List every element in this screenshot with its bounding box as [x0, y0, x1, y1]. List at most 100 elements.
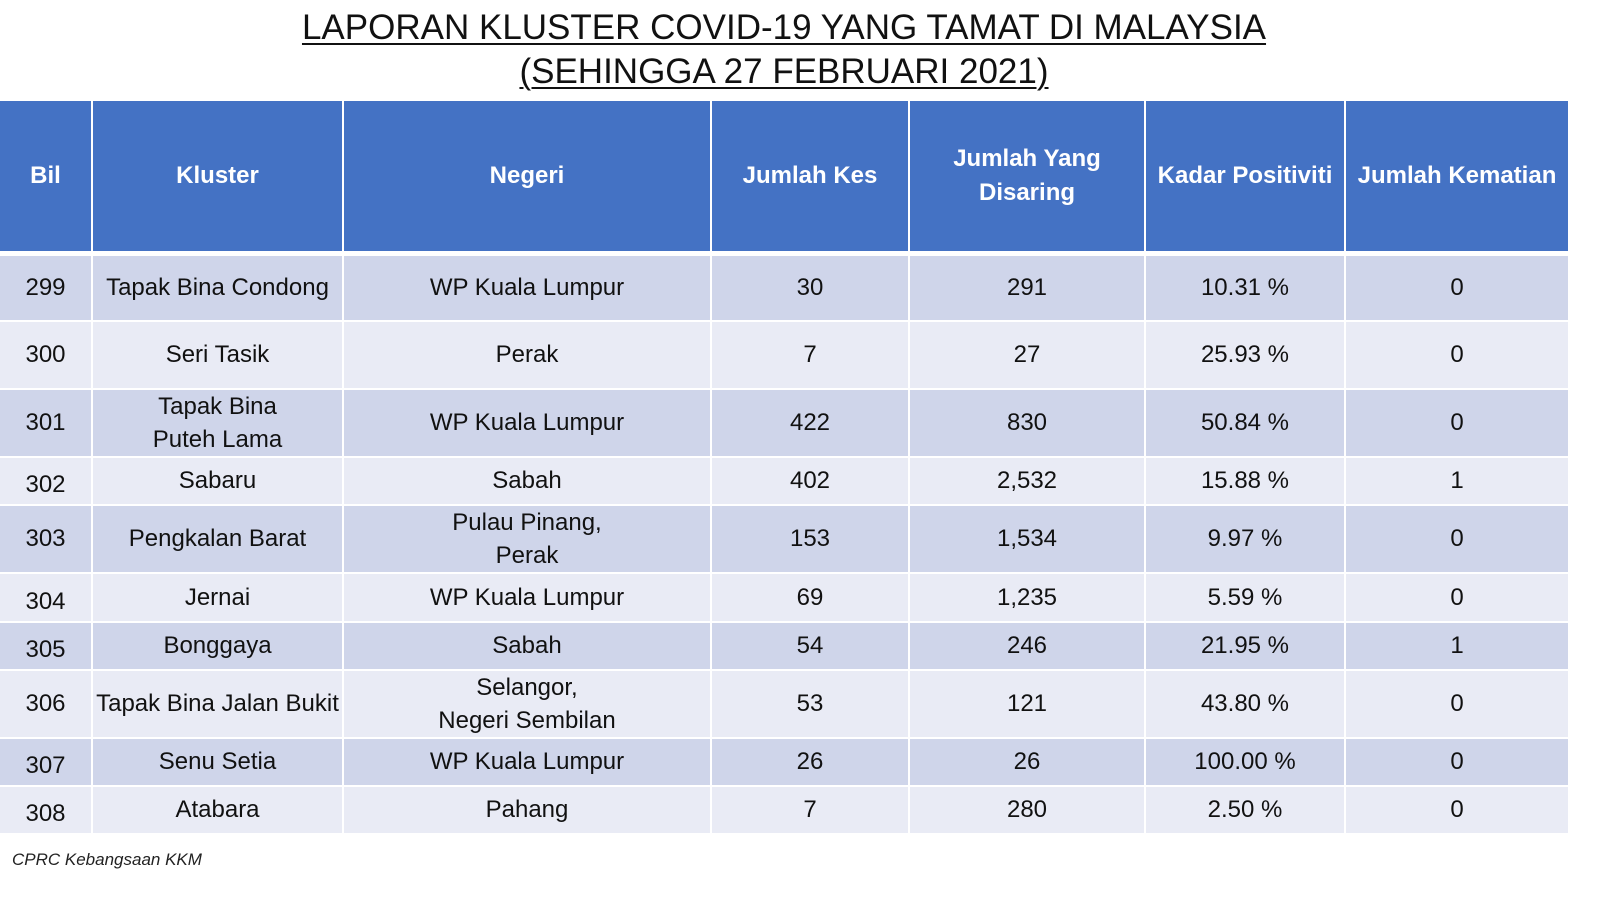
cell-disaring: 291 — [909, 253, 1146, 322]
cell-kes: 69 — [711, 572, 910, 623]
cell-negeri-line2: Perak — [495, 541, 559, 569]
cell-kluster-line1: Seri Tasik — [165, 341, 270, 368]
cell-kes: 7 — [711, 320, 910, 390]
cell-negeri-line1: Sabah — [492, 632, 562, 659]
table-row: 305 Bonggaya Sabah 54 246 21.95 % 1 — [0, 621, 1568, 671]
source-footer: CPRC Kebangsaan KKM — [12, 850, 202, 869]
cell-kluster: Tapak Bina Jalan Bukit — [92, 669, 344, 739]
cell-kematian: 0 — [1345, 572, 1568, 623]
cell-positiviti: 50.84 % — [1145, 388, 1346, 458]
cell-negeri: Sabah — [343, 621, 712, 671]
cell-kluster-line1: Atabara — [175, 796, 260, 823]
cell-kematian: 1 — [1345, 621, 1568, 671]
cell-bil: 305 — [0, 621, 93, 671]
cell-kluster: Tapak Bina Condong — [92, 253, 344, 322]
cell-kematian: 0 — [1345, 785, 1568, 835]
cell-positiviti: 25.93 % — [1145, 320, 1346, 390]
cell-positiviti: 5.59 % — [1145, 572, 1346, 623]
cell-bil: 300 — [0, 320, 93, 390]
cell-kluster-line1: Senu Setia — [158, 748, 277, 775]
table-row: 304 Jernai WP Kuala Lumpur 69 1,235 5.59… — [0, 572, 1568, 623]
cell-kluster-line1: Tapak Bina Jalan Bukit — [96, 690, 339, 717]
cell-kes: 153 — [711, 504, 910, 574]
table-row: 300 Seri Tasik Perak 7 27 25.93 % 0 — [0, 320, 1568, 390]
cell-negeri-line1: Pulau Pinang, — [452, 508, 602, 536]
cell-kluster-line2: Puteh Lama — [152, 425, 283, 453]
cell-bil: 299 — [0, 253, 93, 322]
cell-negeri: Sabah — [343, 456, 712, 506]
cell-negeri: Perak — [343, 320, 712, 390]
header-kluster: Kluster — [92, 101, 344, 256]
cell-kematian: 0 — [1345, 388, 1568, 458]
cell-disaring: 27 — [909, 320, 1146, 390]
cell-negeri: WP Kuala Lumpur — [343, 388, 712, 458]
table-row: 307 Senu Setia WP Kuala Lumpur 26 26 100… — [0, 737, 1568, 787]
cell-bil: 306 — [0, 669, 93, 739]
cell-bil: 303 — [0, 504, 93, 574]
cell-negeri-line1: WP Kuala Lumpur — [429, 274, 625, 302]
cell-positiviti: 9.97 % — [1145, 504, 1346, 574]
cell-bil: 307 — [0, 737, 93, 787]
cell-kluster-line1: Tapak Bina — [158, 392, 277, 420]
header-jumlah-kes: Jumlah Kes — [711, 101, 910, 256]
cell-positiviti: 2.50 % — [1145, 785, 1346, 835]
cell-negeri-line1: Pahang — [485, 796, 569, 823]
cell-negeri-line2: Negeri Sembilan — [438, 706, 616, 734]
cell-kluster: Bonggaya — [92, 621, 344, 671]
cell-negeri-line1: WP Kuala Lumpur — [429, 748, 625, 775]
cell-bil: 302 — [0, 456, 93, 506]
cell-kluster-line1: Sabaru — [178, 467, 257, 494]
cell-kematian: 0 — [1345, 253, 1568, 322]
cell-bil: 308 — [0, 785, 93, 835]
cell-kes: 7 — [711, 785, 910, 835]
cell-kes: 402 — [711, 456, 910, 506]
table-row: 299 Tapak Bina Condong WP Kuala Lumpur 3… — [0, 253, 1568, 322]
cell-kluster: Pengkalan Barat — [92, 504, 344, 574]
header-bil: Bil — [0, 101, 93, 256]
cell-disaring: 830 — [909, 388, 1146, 458]
cell-kluster: Senu Setia — [92, 737, 344, 787]
cell-kluster: Seri Tasik — [92, 320, 344, 390]
cell-kematian: 1 — [1345, 456, 1568, 506]
cell-kematian: 0 — [1345, 504, 1568, 574]
cell-kematian: 0 — [1345, 737, 1568, 787]
cell-negeri: WP Kuala Lumpur — [343, 737, 712, 787]
cell-kematian: 0 — [1345, 669, 1568, 739]
cell-kes: 53 — [711, 669, 910, 739]
title-line-2: (SEHINGGA 27 FEBRUARI 2021) — [519, 52, 1049, 91]
cell-bil: 304 — [0, 572, 93, 623]
cell-disaring: 280 — [909, 785, 1146, 835]
cell-disaring: 2,532 — [909, 456, 1146, 506]
cell-negeri: Pulau Pinang, Perak — [343, 504, 712, 574]
cell-kluster-line1: Pengkalan Barat — [128, 525, 307, 552]
cell-kluster: Atabara — [92, 785, 344, 835]
cell-negeri-line1: Sabah — [492, 467, 562, 494]
table-row: 308 Atabara Pahang 7 280 2.50 % 0 — [0, 785, 1568, 835]
header-jumlah-kematian: Jumlah Kematian — [1345, 101, 1568, 256]
cell-disaring: 26 — [909, 737, 1146, 787]
table-row: 306 Tapak Bina Jalan Bukit Selangor, Nege… — [0, 669, 1568, 739]
cell-kluster: Jernai — [92, 572, 344, 623]
table-row: 301 Tapak Bina Puteh Lama WP Kuala Lumpur… — [0, 388, 1568, 458]
title-line-1: LAPORAN KLUSTER COVID-19 YANG TAMAT DI M… — [301, 8, 1267, 47]
header-kadar-positiviti: Kadar Positiviti — [1145, 101, 1346, 256]
table-row: 302 Sabaru Sabah 402 2,532 15.88 % 1 — [0, 456, 1568, 506]
cell-kluster: Sabaru — [92, 456, 344, 506]
cell-kes: 422 — [711, 388, 910, 458]
cluster-table: Bil Kluster Negeri Jumlah Kes Jumlah Yan… — [0, 101, 1568, 835]
cell-negeri: WP Kuala Lumpur — [343, 572, 712, 623]
cell-negeri: Selangor, Negeri Sembilan — [343, 669, 712, 739]
header-row: Bil Kluster Negeri Jumlah Kes Jumlah Yan… — [0, 101, 1568, 256]
cell-disaring: 1,235 — [909, 572, 1146, 623]
cell-kluster: Tapak Bina Puteh Lama — [92, 388, 344, 458]
cell-disaring: 121 — [909, 669, 1146, 739]
cell-bil: 301 — [0, 388, 93, 458]
cell-kes: 30 — [711, 253, 910, 322]
cell-kluster-line1: Tapak Bina Condong — [106, 274, 329, 302]
cell-negeri: WP Kuala Lumpur — [343, 253, 712, 322]
cell-kes: 54 — [711, 621, 910, 671]
cell-positiviti: 21.95 % — [1145, 621, 1346, 671]
cell-negeri-line1: Selangor, — [476, 673, 578, 701]
header-jumlah-disaring-line1: Jumlah Yang — [953, 145, 1101, 172]
cell-kematian: 0 — [1345, 320, 1568, 390]
